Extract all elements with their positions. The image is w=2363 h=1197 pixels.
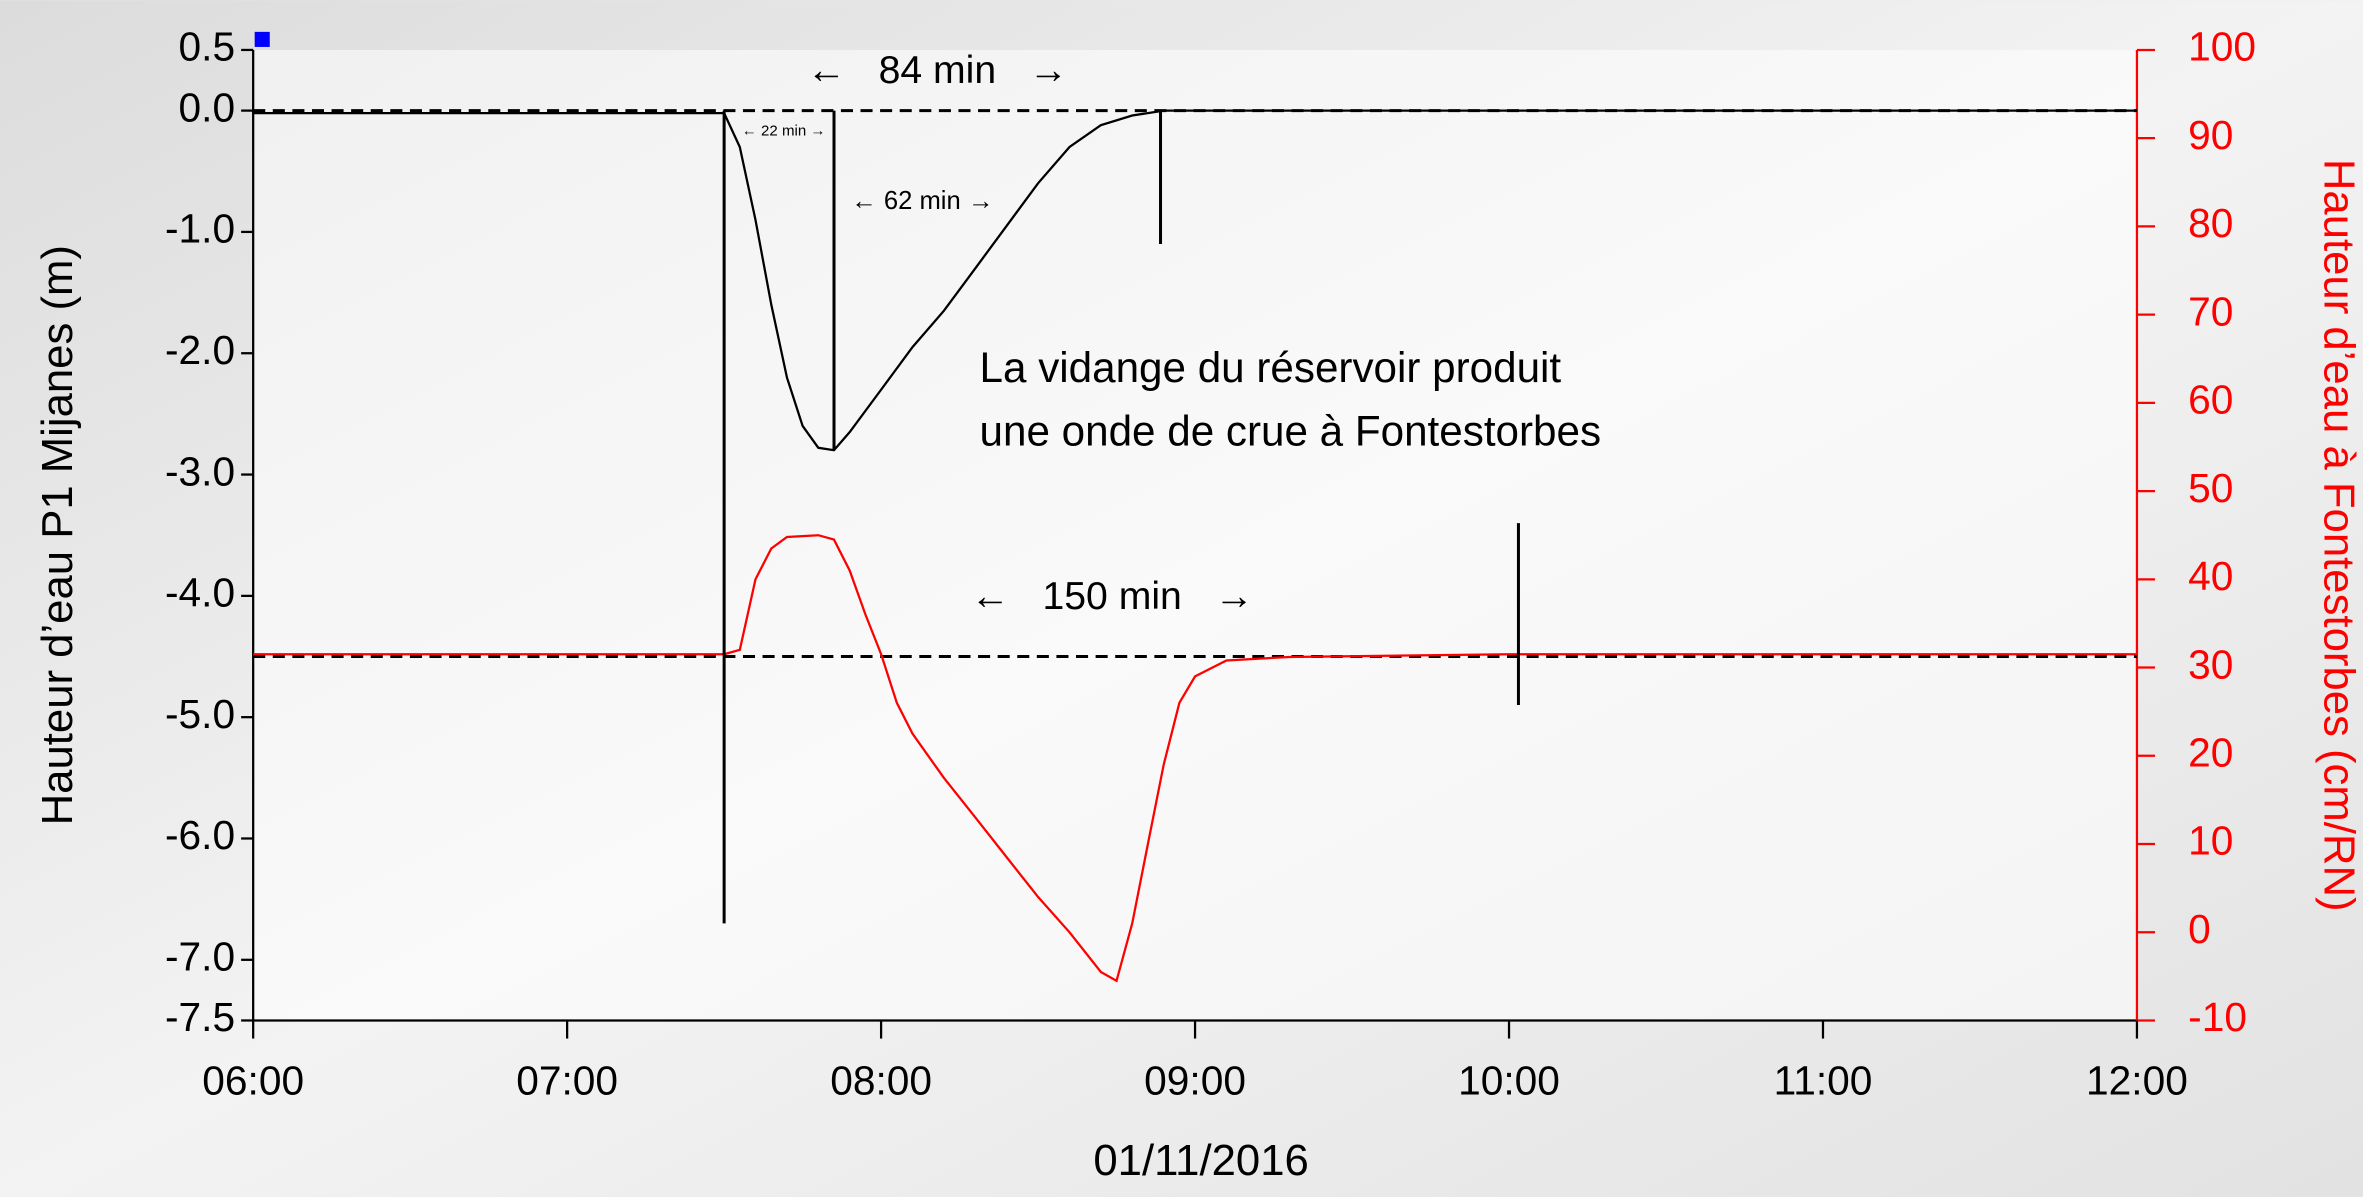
x-tick-label: 12:00 xyxy=(2086,1058,2188,1104)
y-tick-label: -7.5 xyxy=(165,994,235,1040)
x-tick-label: 11:00 xyxy=(1774,1058,1873,1104)
x-tick-label: 07:00 xyxy=(516,1058,618,1104)
y-axis-label: Hauteur d’eau P1 Mijanes (m) xyxy=(33,245,82,825)
annotation: une onde de crue à Fontestorbes xyxy=(980,407,1602,454)
y2-tick-label: 80 xyxy=(2188,200,2233,246)
annotation: ← 22 min → xyxy=(742,122,826,139)
series-line xyxy=(253,109,2137,452)
y2-tick-label: 0 xyxy=(2188,906,2211,952)
y2-tick-label: 90 xyxy=(2188,112,2233,158)
y-tick-label: -2.0 xyxy=(165,327,235,373)
y2-axis-label: Hauteur d’eau à Fontestorbes (cm/RN) xyxy=(2314,159,2363,912)
y-tick-label: -3.0 xyxy=(165,448,235,494)
annotation: ← 84 min → xyxy=(807,49,1068,92)
y-tick-label: -7.0 xyxy=(165,934,235,980)
y2-tick-label: 40 xyxy=(2188,553,2233,599)
y2-tick-label: 30 xyxy=(2188,641,2233,687)
y2-tick-label: 60 xyxy=(2188,377,2233,423)
x-tick-label: 08:00 xyxy=(830,1058,932,1104)
y2-tick-label: -10 xyxy=(2188,994,2247,1040)
marker-square xyxy=(254,31,270,47)
annotation: La vidange du réservoir produit xyxy=(980,344,1562,391)
y-tick-label: -1.0 xyxy=(165,206,235,252)
y-tick-label: -5.0 xyxy=(165,691,235,737)
y2-tick-label: 100 xyxy=(2188,24,2256,70)
y-tick-label: 0.0 xyxy=(179,84,236,130)
y2-tick-label: 50 xyxy=(2188,465,2233,511)
annotation: ← 150 min → xyxy=(971,575,1254,618)
series-line xyxy=(253,534,2137,983)
y-tick-label: -6.0 xyxy=(165,812,235,858)
x-tick-label: 09:00 xyxy=(1144,1058,1246,1104)
y2-tick-label: 10 xyxy=(2188,818,2233,864)
plot-area xyxy=(253,49,2137,1021)
y2-tick-label: 20 xyxy=(2188,730,2233,776)
y2-tick-label: 70 xyxy=(2188,288,2233,334)
x-tick-label: 06:00 xyxy=(202,1058,304,1104)
x-tick-label: 10:00 xyxy=(1458,1058,1560,1104)
annotation: ← 62 min → xyxy=(851,187,993,215)
x-axis-label: 01/11/2016 xyxy=(1093,1136,1308,1185)
y-tick-label: 0.5 xyxy=(179,24,236,70)
y-tick-label: -4.0 xyxy=(165,570,235,616)
